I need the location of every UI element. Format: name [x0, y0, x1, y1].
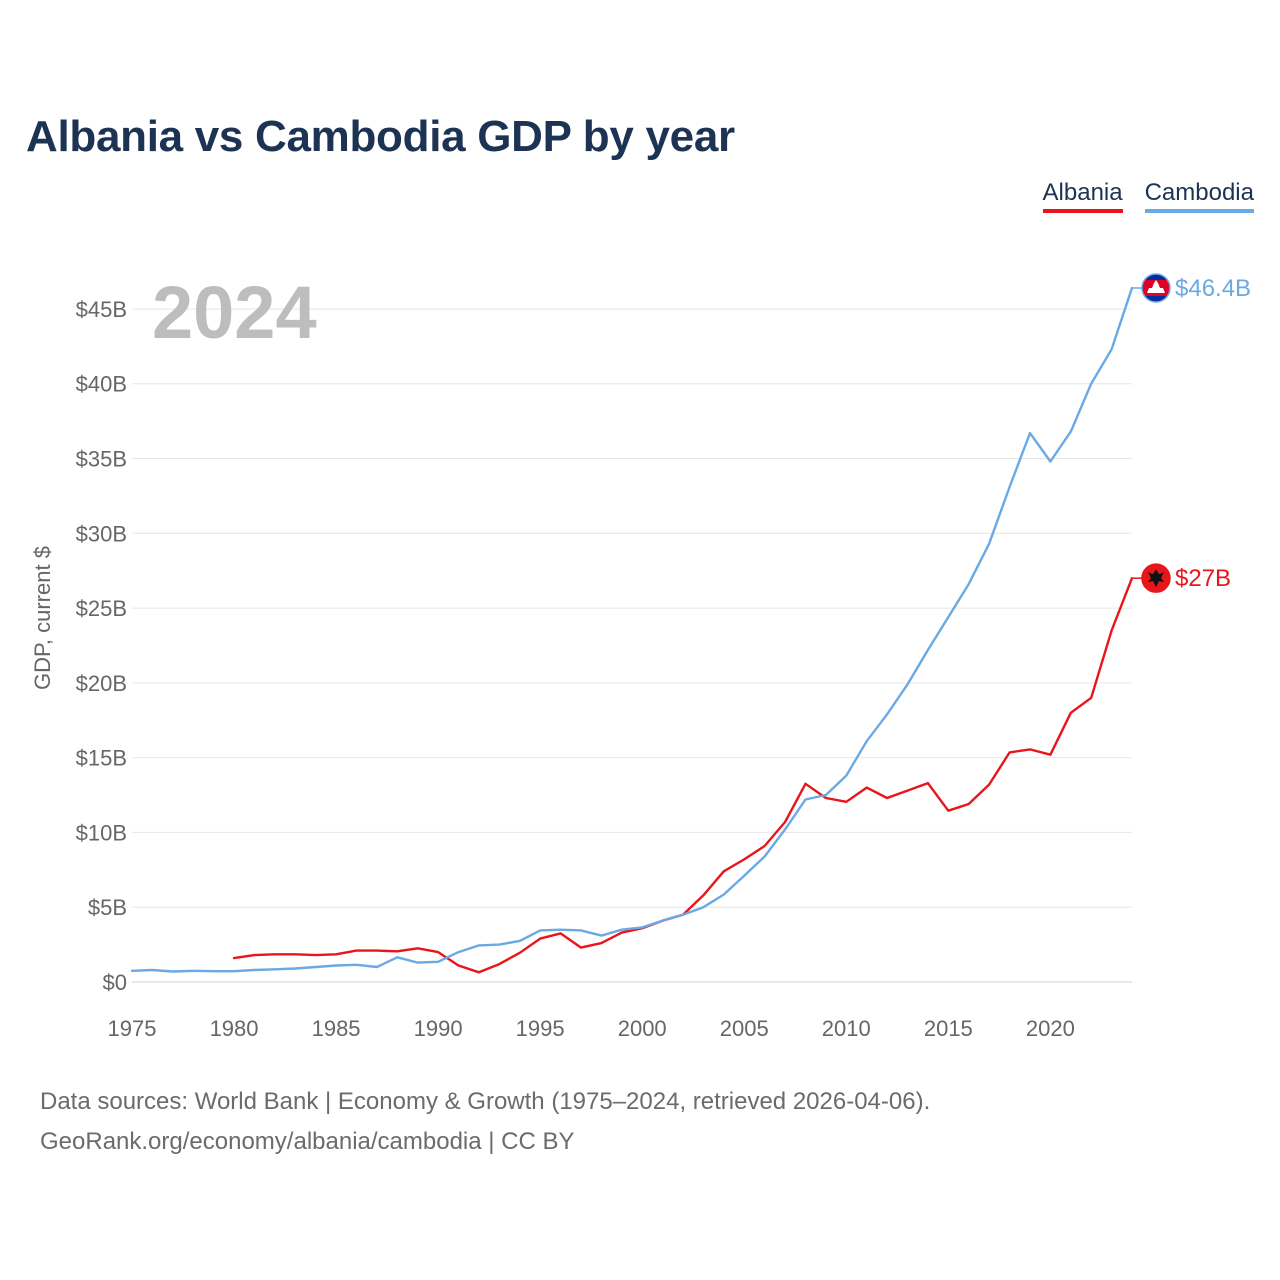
y-tick-label: $30B	[76, 521, 127, 546]
end-labels: $27B $46.4B	[1132, 273, 1251, 593]
series-line-albania	[232, 577, 1134, 974]
chart-title: Albania vs Cambodia GDP by year	[26, 112, 735, 161]
x-tick-label: 1980	[210, 1016, 259, 1041]
x-tick-label: 2000	[618, 1016, 667, 1041]
albania-flag-icon	[1141, 563, 1171, 593]
y-tick-label: $25B	[76, 596, 127, 621]
flag-body	[1142, 564, 1170, 593]
x-tick-label: 1995	[516, 1016, 565, 1041]
end-label-albania: $27B	[1175, 565, 1231, 592]
end-label-cambodia: $46.4B	[1175, 275, 1251, 302]
gdp-line-chart: 2024 GDP, current $ $0 $5B $10B $15B $20B $25…	[30, 271, 1251, 1041]
legend-item-albania[interactable]: Albania	[1042, 179, 1123, 214]
series-lines	[130, 286, 1134, 974]
x-axis: 1975 1980 1985 1990 1995 2000 2005 2010 2015 2020	[108, 1016, 1075, 1041]
y-tick-label: $15B	[76, 746, 127, 771]
attribution-link[interactable]: GeoRank.org/economy/albania/cambodia | C…	[40, 1128, 575, 1155]
x-tick-label: 1985	[312, 1016, 361, 1041]
legend: Albania Cambodia	[1042, 179, 1254, 214]
x-tick-label: 2020	[1026, 1016, 1075, 1041]
year-marker: 2024	[152, 271, 317, 354]
footer: Data sources: World Bank | Economy & Gro…	[40, 1082, 930, 1162]
x-tick-label: 1975	[108, 1016, 157, 1041]
grid	[132, 308, 1132, 983]
cambodia-flag-icon	[1141, 273, 1171, 303]
flag-body	[1142, 274, 1170, 302]
eagle-shape	[1148, 569, 1164, 588]
x-tick-label: 2015	[924, 1016, 973, 1041]
y-axis: $0 $5B $10B $15B $20B $25B $30B $35B $40B $45B	[76, 297, 127, 995]
series-line-cambodia	[130, 286, 1134, 973]
legend-item-cambodia[interactable]: Cambodia	[1144, 179, 1254, 214]
flag-ring	[1141, 563, 1171, 593]
temple-shape	[1147, 280, 1165, 293]
flag-ring	[1141, 273, 1171, 303]
y-tick-label: $0	[103, 970, 127, 995]
y-tick-label: $10B	[76, 820, 127, 845]
y-tick-label: $20B	[76, 671, 127, 696]
y-tick-label: $45B	[76, 297, 127, 322]
data-sources: Data sources: World Bank | Economy & Gro…	[40, 1088, 931, 1115]
y-tick-label: $5B	[88, 895, 127, 920]
y-axis-label: GDP, current $	[30, 546, 55, 690]
x-tick-label: 2010	[822, 1016, 871, 1041]
y-tick-label: $40B	[76, 372, 127, 397]
x-tick-label: 1990	[414, 1016, 463, 1041]
x-tick-label: 2005	[720, 1016, 769, 1041]
y-tick-label: $35B	[76, 447, 127, 472]
